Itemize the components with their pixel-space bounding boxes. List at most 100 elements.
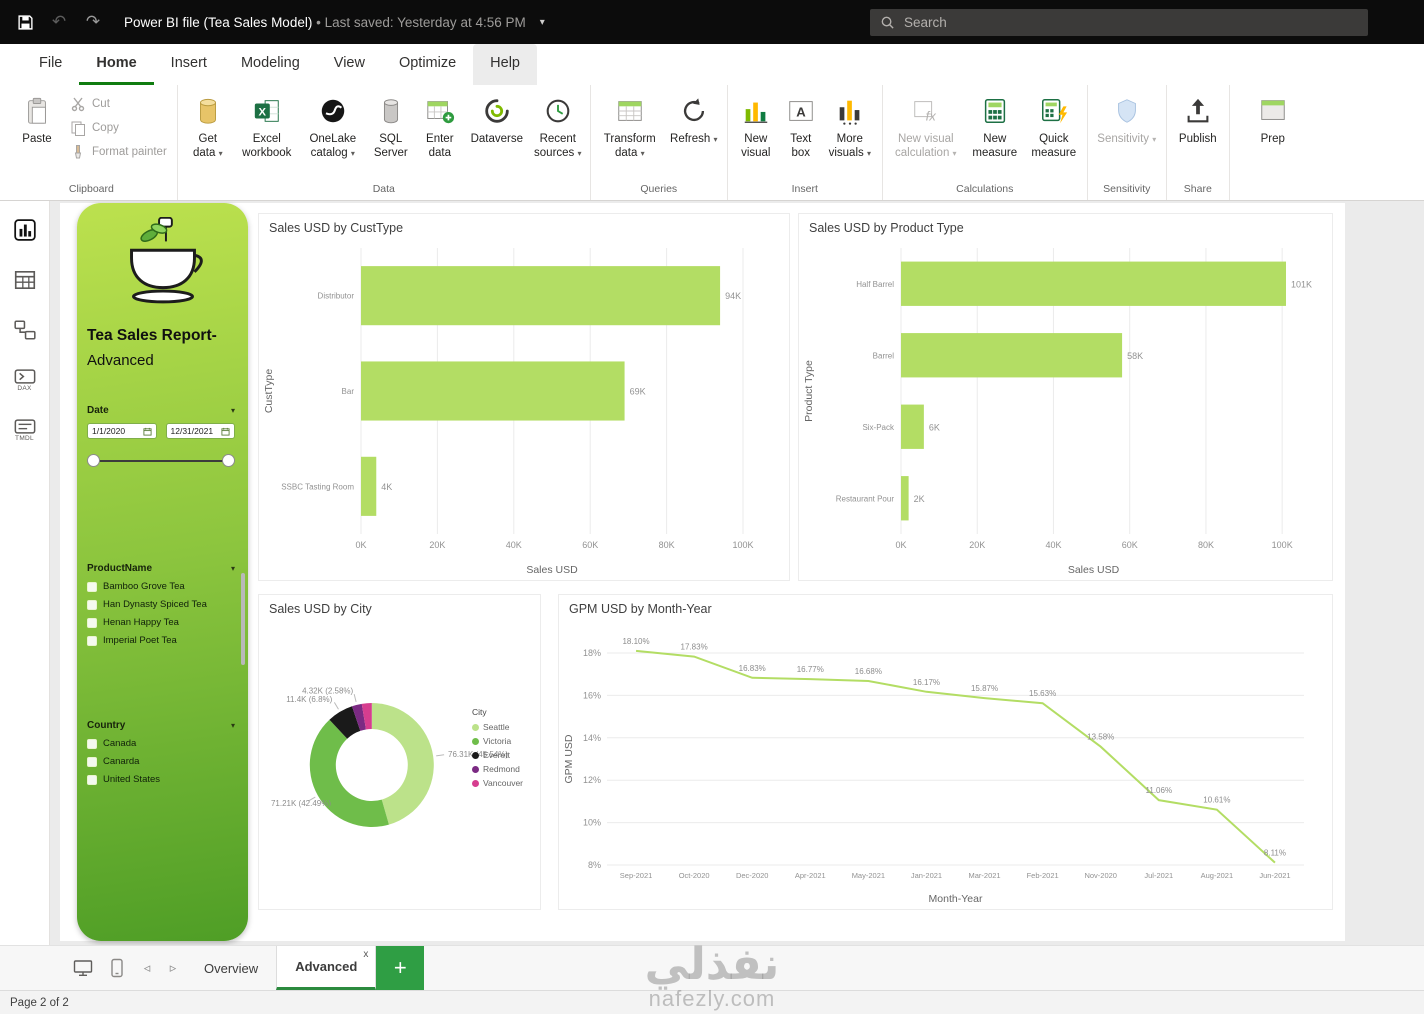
enter-data-button[interactable]: Enter data [417,92,463,163]
product-option[interactable]: Henan Happy Tea [87,617,235,628]
visual-sales-by-custtype[interactable]: Sales USD by CustType 0K 20K 40K 60K 80K 100K… [258,213,790,581]
sql-server-button[interactable]: SQL Server [367,92,415,163]
page-tab-overview[interactable]: Overview [186,946,276,990]
legend-item[interactable]: Victoria [472,736,536,746]
cut-label: Cut [92,98,110,110]
dataverse-button[interactable]: Dataverse [465,92,529,150]
visual-sales-by-product-type[interactable]: Sales USD by Product Type 0K 20K 40K 60K 80K… [798,213,1333,581]
new-visual-button[interactable]: New visual [733,92,779,163]
search-box[interactable]: Search [870,8,1368,36]
legend-item[interactable]: Everett [472,750,536,760]
copy-button[interactable]: Copy [65,118,172,138]
table-view-button[interactable] [3,257,47,303]
dax-query-view-button[interactable]: DAX [3,357,47,403]
model-view-button[interactable] [3,307,47,353]
sensitivity-button[interactable]: Sensitivity [1093,92,1161,150]
bar-chart-custtype[interactable]: 0K 20K 40K 60K 80K 100K 94K Distributor 69K Bar 4K… [261,242,787,578]
menu-insert[interactable]: Insert [170,55,207,71]
country-slicer-chevron-icon[interactable] [231,721,235,730]
product-slicer-chevron-icon[interactable] [231,564,235,573]
slider-handle-end[interactable] [222,454,235,467]
visual-gpm-by-month[interactable]: GPM USD by Month-Year 8% 10% 12% 14% 16% 18% 1… [558,594,1333,910]
redo-icon[interactable] [82,11,104,33]
refresh-button[interactable]: Refresh [666,92,722,150]
paste-button[interactable]: Paste [11,92,63,150]
excel-workbook-button[interactable]: X Excel workbook [235,92,299,163]
new-visual-calculation-button[interactable]: fx New visual calculation [888,92,964,163]
queries-group-label: Queries [640,183,678,195]
recent-sources-button[interactable]: Recent sources [531,92,585,163]
country-option[interactable]: United States [87,774,235,785]
new-measure-icon [979,95,1011,127]
mobile-layout-icon[interactable] [100,946,134,990]
ribbon: Paste Cut Copy Format painter [0,85,1424,201]
dropdown-chevron-icon [867,149,871,158]
menu-file[interactable]: File [39,55,63,71]
legend-item[interactable]: Redmond [472,764,536,774]
menu-home[interactable]: Home [79,44,154,85]
cut-button[interactable]: Cut [65,94,172,114]
prep-button[interactable]: Prep [1245,92,1301,150]
svg-text:4.32K (2.58%): 4.32K (2.58%) [302,686,353,695]
visual-calculation-icon: fx [910,95,942,127]
close-tab-icon[interactable]: x [363,949,369,960]
onelake-catalog-button[interactable]: OneLake catalog [301,92,365,163]
date-start-input[interactable]: 1/1/2020 [87,423,157,439]
line-chart-gpm[interactable]: 8% 10% 12% 14% 16% 18% 18.10% Sep-2021 17.83% Oct… [561,623,1330,907]
svg-text:6K: 6K [929,422,940,432]
copy-icon [71,121,85,136]
svg-text:101K: 101K [1291,279,1312,289]
dax-query-icon [14,368,35,384]
get-data-button[interactable]: Get data [183,92,233,163]
new-measure-button[interactable]: New measure [966,92,1024,163]
legend-item[interactable]: Seattle [472,722,536,732]
format-painter-button[interactable]: Format painter [65,142,172,162]
menu-modeling[interactable]: Modeling [240,55,300,71]
more-visuals-button[interactable]: More visuals [823,92,877,163]
filter-panel: Tea Sales Report- Advanced Date 1/1/2020 [77,203,248,941]
slider-track[interactable] [91,460,231,462]
tmdl-view-button[interactable]: TMDL [3,407,47,453]
page-tab-advanced[interactable]: Advanced x [276,946,377,990]
product-option[interactable]: Bamboo Grove Tea [87,581,235,592]
svg-text:58K: 58K [1127,351,1143,361]
menu-optimize[interactable]: Optimize [398,55,457,71]
prev-page-arrow-icon[interactable] [134,946,160,990]
country-option[interactable]: Canada [87,738,235,749]
sql-server-icon [375,95,407,127]
quick-measure-button[interactable]: Quick measure [1026,92,1082,163]
menu-help[interactable]: Help [473,44,537,85]
publish-button[interactable]: Publish [1172,92,1224,150]
date-slicer-chevron-icon[interactable] [231,406,235,415]
transform-data-button[interactable]: Transform data [596,92,664,163]
add-page-button[interactable] [376,946,425,990]
page-tab-label: Overview [204,960,259,976]
undo-icon[interactable] [48,11,70,33]
date-end-input[interactable]: 12/31/2021 [165,423,235,439]
text-box-button[interactable]: A Text box [781,92,821,163]
legend-item[interactable]: Vancouver [472,778,536,788]
slider-handle-start[interactable] [87,454,100,467]
view-rail: DAX TMDL [0,201,50,945]
visual-sales-by-city[interactable]: Sales USD by City 76.31K (45.54%) 71.21K … [258,594,541,910]
save-icon[interactable] [14,11,36,33]
recent-sources-icon [542,95,574,127]
next-page-arrow-icon[interactable] [160,946,186,990]
svg-text:Apr-2021: Apr-2021 [795,871,826,880]
desktop-layout-icon[interactable] [66,946,100,990]
dropdown-chevron-icon [714,135,718,144]
bar-chart-product-type[interactable]: 0K 20K 40K 60K 80K 100K 101K Half Barrel 58K Barr… [801,242,1330,578]
svg-text:fx: fx [925,108,936,123]
visual-title: GPM USD by Month-Year [569,602,712,616]
svg-text:10%: 10% [583,818,601,828]
slicer-scrollbar[interactable] [241,573,245,665]
quick-measure-icon [1038,95,1070,127]
country-option[interactable]: Canarda [87,756,235,767]
page-status-text: Page 2 of 2 [10,996,69,1009]
menu-view[interactable]: View [333,55,365,71]
product-option[interactable]: Imperial Poet Tea [87,635,235,646]
title-dropdown-chevron-icon[interactable] [540,17,545,28]
product-option[interactable]: Han Dynasty Spiced Tea [87,599,235,610]
enter-data-icon [424,95,456,127]
report-view-button[interactable] [3,207,47,253]
